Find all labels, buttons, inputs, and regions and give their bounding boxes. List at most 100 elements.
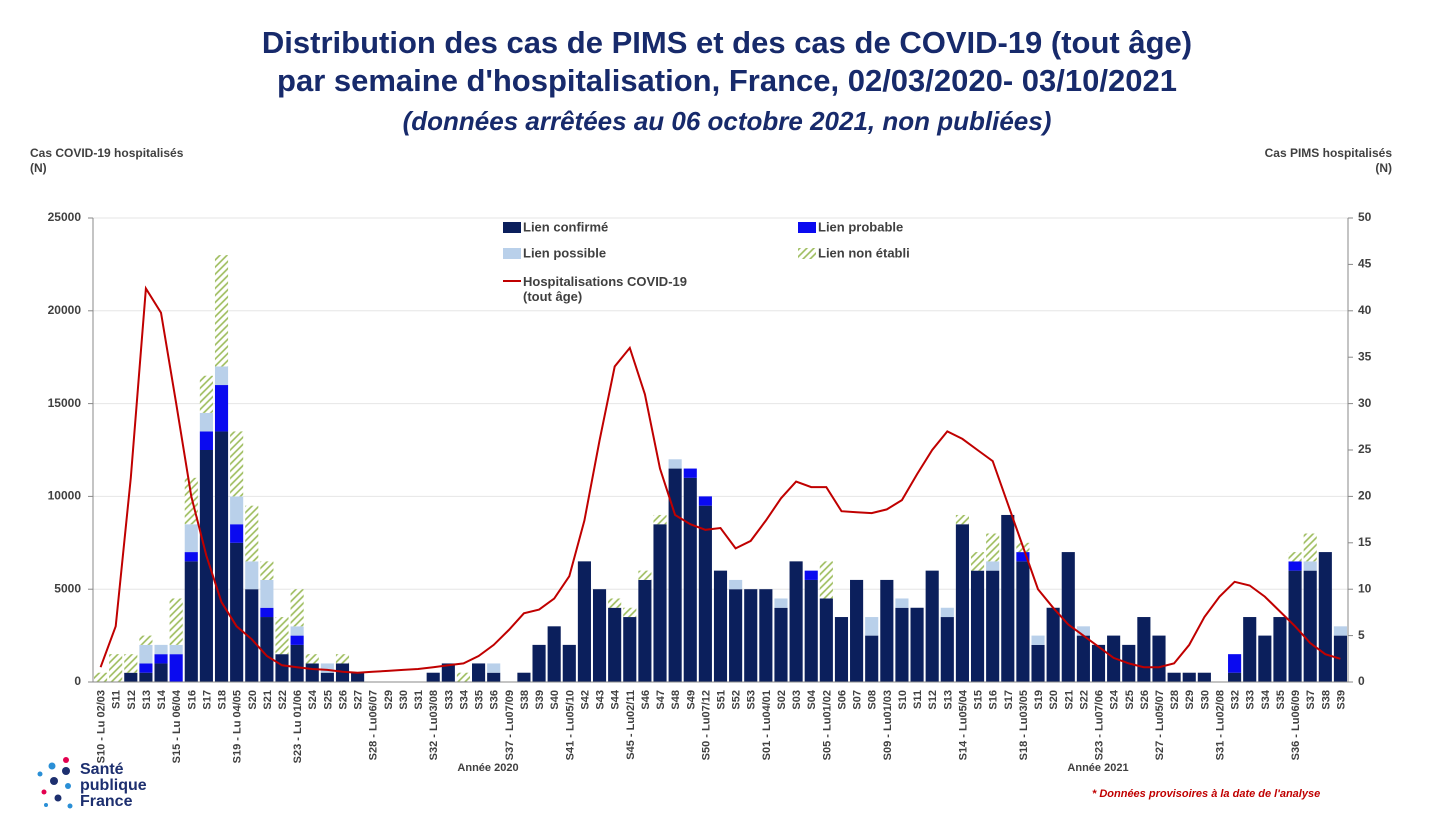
- bar-segment: [199, 450, 213, 682]
- bar-segment: [1167, 672, 1181, 682]
- bar-segment: [1243, 617, 1257, 682]
- bar-segment: [320, 663, 334, 673]
- legend-label: Lien possible: [523, 245, 606, 260]
- bar-segment: [1091, 644, 1106, 682]
- bar-segment: [124, 672, 138, 682]
- bar-segment: [970, 552, 985, 571]
- bar-segment: [1137, 617, 1151, 682]
- bar-segment: [230, 524, 244, 543]
- bar-segment: [214, 255, 229, 367]
- bar-segment: [1182, 672, 1196, 682]
- y-axis-title: Cas COVID-19 hospitalisés (N): [30, 146, 184, 175]
- x-tick-label: S14: [156, 689, 168, 709]
- bar-segment: [819, 598, 833, 682]
- bar-segment: [94, 672, 108, 682]
- bar-segment: [804, 579, 818, 682]
- bar-segment: [683, 477, 697, 682]
- bar-segment: [562, 644, 576, 682]
- y-tick-label: 25000: [48, 210, 82, 224]
- bar-segment: [1273, 617, 1287, 682]
- bar-segment: [1031, 635, 1045, 645]
- x-tick-label: S12: [126, 690, 138, 710]
- bar-segment: [230, 542, 244, 682]
- year-label: Année 2021: [1067, 762, 1128, 774]
- x-tick-label: S34: [1260, 689, 1272, 709]
- x-tick-label: S03: [791, 690, 803, 710]
- bar-segment: [1228, 654, 1242, 673]
- x-tick-label: S25: [322, 690, 334, 710]
- x-tick-label: S31: [413, 690, 425, 710]
- bar-segment: [214, 385, 229, 432]
- bar-segment: [139, 635, 153, 645]
- x-tick-label: S18 - Lu03/05: [1018, 690, 1030, 760]
- x-tick-label: S02: [776, 690, 788, 710]
- bar-segment: [517, 672, 531, 682]
- x-tick-label: S11: [111, 690, 123, 709]
- x-tick-label: S38: [519, 690, 531, 710]
- x-tick-label: S27: [353, 690, 365, 710]
- x-tick-label: S34: [458, 689, 470, 709]
- legend-marker: [798, 222, 816, 233]
- bar-segment: [940, 607, 954, 618]
- bar-segment: [214, 431, 229, 682]
- x-tick-label: S32 - Lu03/08: [428, 690, 440, 760]
- bar-segment: [986, 533, 1000, 562]
- x-tick-label: S42: [579, 690, 591, 710]
- x-tick-label: S09 - Lu01/03: [882, 690, 894, 760]
- bar-segment: [683, 468, 697, 478]
- bar-segment: [305, 654, 319, 664]
- x-tick-label: S52: [731, 690, 743, 710]
- x-tick-label: S37 - Lu07/09: [504, 690, 516, 760]
- x-tick-label: S47: [655, 690, 667, 710]
- x-tick-label: S24: [1109, 689, 1121, 709]
- x-tick-label: S50 - Lu07/12: [700, 690, 712, 760]
- bar-segment: [351, 672, 365, 682]
- x-tick-label: S41 - Lu05/10: [564, 690, 576, 760]
- x-tick-label: S45 - Lu02/11: [625, 690, 637, 760]
- x-tick-label: S48: [670, 690, 682, 710]
- x-tick-label: S44: [610, 689, 622, 709]
- bar-segment: [744, 589, 758, 682]
- bar-segment: [713, 570, 728, 682]
- bar-segment: [638, 570, 652, 580]
- chart-subtitle: (données arrêtées au 06 octobre 2021, no…: [402, 106, 1052, 136]
- bar-segment: [774, 607, 788, 682]
- x-tick-label: S07: [852, 690, 864, 710]
- bar-segment: [880, 579, 894, 682]
- x-tick-label: S16: [988, 690, 1000, 710]
- bar-segment: [608, 598, 622, 608]
- x-tick-label: S31 - Lu02/08: [1214, 690, 1226, 760]
- y-tick-label: 15000: [48, 396, 82, 410]
- bar-segment: [608, 607, 622, 682]
- bar-segment: [986, 561, 1000, 571]
- bar-segment: [169, 654, 183, 682]
- bar-segment: [1303, 570, 1317, 682]
- bar-segment: [940, 617, 954, 682]
- bar-segment: [199, 412, 213, 432]
- legend-marker: [503, 248, 521, 259]
- x-tick-label: S19 - Lu 04/05: [232, 690, 244, 763]
- logo-text: Santé publique France: [80, 761, 147, 810]
- x-tick-label: S28 - Lu06/07: [368, 690, 380, 760]
- bar-segment: [729, 579, 743, 590]
- bar-segment: [1303, 533, 1317, 562]
- x-tick-label: S38: [1320, 690, 1332, 710]
- bar-segment: [1303, 561, 1317, 571]
- bar-segment: [260, 607, 274, 618]
- x-tick-label: S16: [186, 690, 198, 710]
- x-tick-label: S25: [1124, 690, 1136, 710]
- y2-tick-label: 0: [1358, 674, 1365, 688]
- bar-segment: [290, 589, 304, 627]
- bar-segment: [638, 579, 652, 682]
- bar-segment: [124, 654, 138, 673]
- bar-segment: [184, 552, 198, 562]
- bar-segment: [819, 561, 833, 599]
- year-label: Année 2020: [457, 762, 518, 774]
- bar-segment: [456, 672, 471, 682]
- x-tick-label: S30: [1199, 690, 1211, 710]
- x-tick-label: S51: [716, 690, 728, 710]
- x-tick-label: S21: [1063, 690, 1075, 710]
- bar-segment: [245, 561, 259, 590]
